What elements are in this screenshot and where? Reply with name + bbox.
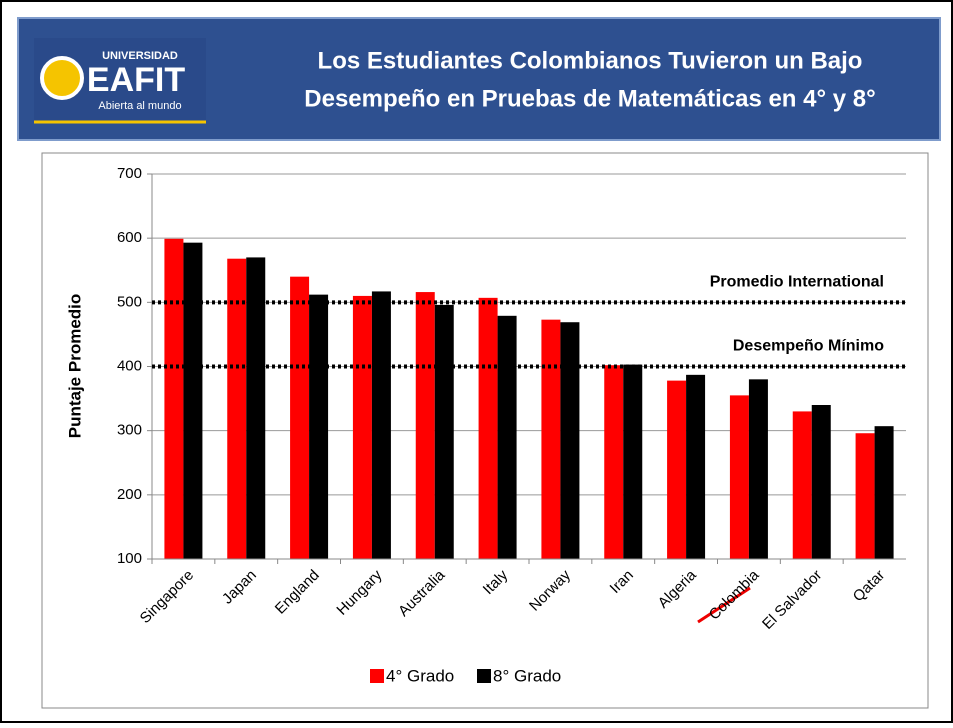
bar (352, 295, 372, 559)
bar (290, 276, 310, 559)
title-line: Los Estudiantes Colombianos Tuvieron un … (318, 47, 863, 74)
bar (246, 257, 266, 559)
y-axis-label: Puntaje Promedio (65, 294, 84, 439)
y-tick-label: 200 (117, 486, 142, 503)
legend-swatch (477, 669, 491, 683)
bar (371, 291, 391, 559)
logo-seal (40, 56, 84, 100)
bar (478, 297, 498, 559)
logo-tagline: Abierta al mundo (98, 100, 181, 112)
reference-label: Desempeño Mínimo (733, 338, 884, 355)
bar (541, 319, 561, 559)
bar (604, 365, 624, 559)
bar (667, 380, 687, 559)
bar (560, 322, 580, 559)
legend-label: 4° Grado (386, 666, 454, 685)
legend-label: 8° Grado (493, 666, 561, 685)
y-tick-label: 100 (117, 550, 142, 567)
bar (748, 379, 768, 559)
logo-name: EAFIT (87, 61, 185, 99)
bar (497, 315, 517, 559)
logo-top: UNIVERSIDAD (102, 50, 178, 62)
legend-swatch (370, 669, 384, 683)
bar (164, 238, 184, 559)
bar (729, 395, 749, 559)
bar (415, 292, 435, 559)
bar (227, 258, 247, 559)
bar (183, 242, 203, 560)
bar (811, 405, 831, 559)
bar (792, 411, 812, 559)
y-tick-label: 500 (117, 293, 142, 310)
bar (686, 374, 706, 559)
y-tick-label: 600 (117, 229, 142, 246)
bar (874, 426, 894, 559)
bar (855, 433, 875, 559)
y-tick-label: 700 (117, 165, 142, 182)
bar (434, 304, 454, 559)
title-line: Desempeño en Pruebas de Matemáticas en 4… (304, 85, 875, 112)
reference-label: Promedio International (710, 274, 884, 291)
highlight-underline (697, 586, 751, 624)
y-tick-label: 300 (117, 422, 142, 439)
bar (623, 364, 643, 559)
bar (309, 294, 329, 559)
y-tick-label: 400 (117, 357, 142, 374)
